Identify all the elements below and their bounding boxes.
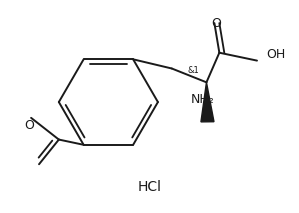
Polygon shape [201,82,214,122]
Text: HCl: HCl [138,180,161,194]
Text: NH₂: NH₂ [190,93,214,106]
Text: &1: &1 [187,66,199,75]
Text: OH: OH [266,49,286,62]
Text: O: O [25,119,34,132]
Text: O: O [211,17,221,30]
